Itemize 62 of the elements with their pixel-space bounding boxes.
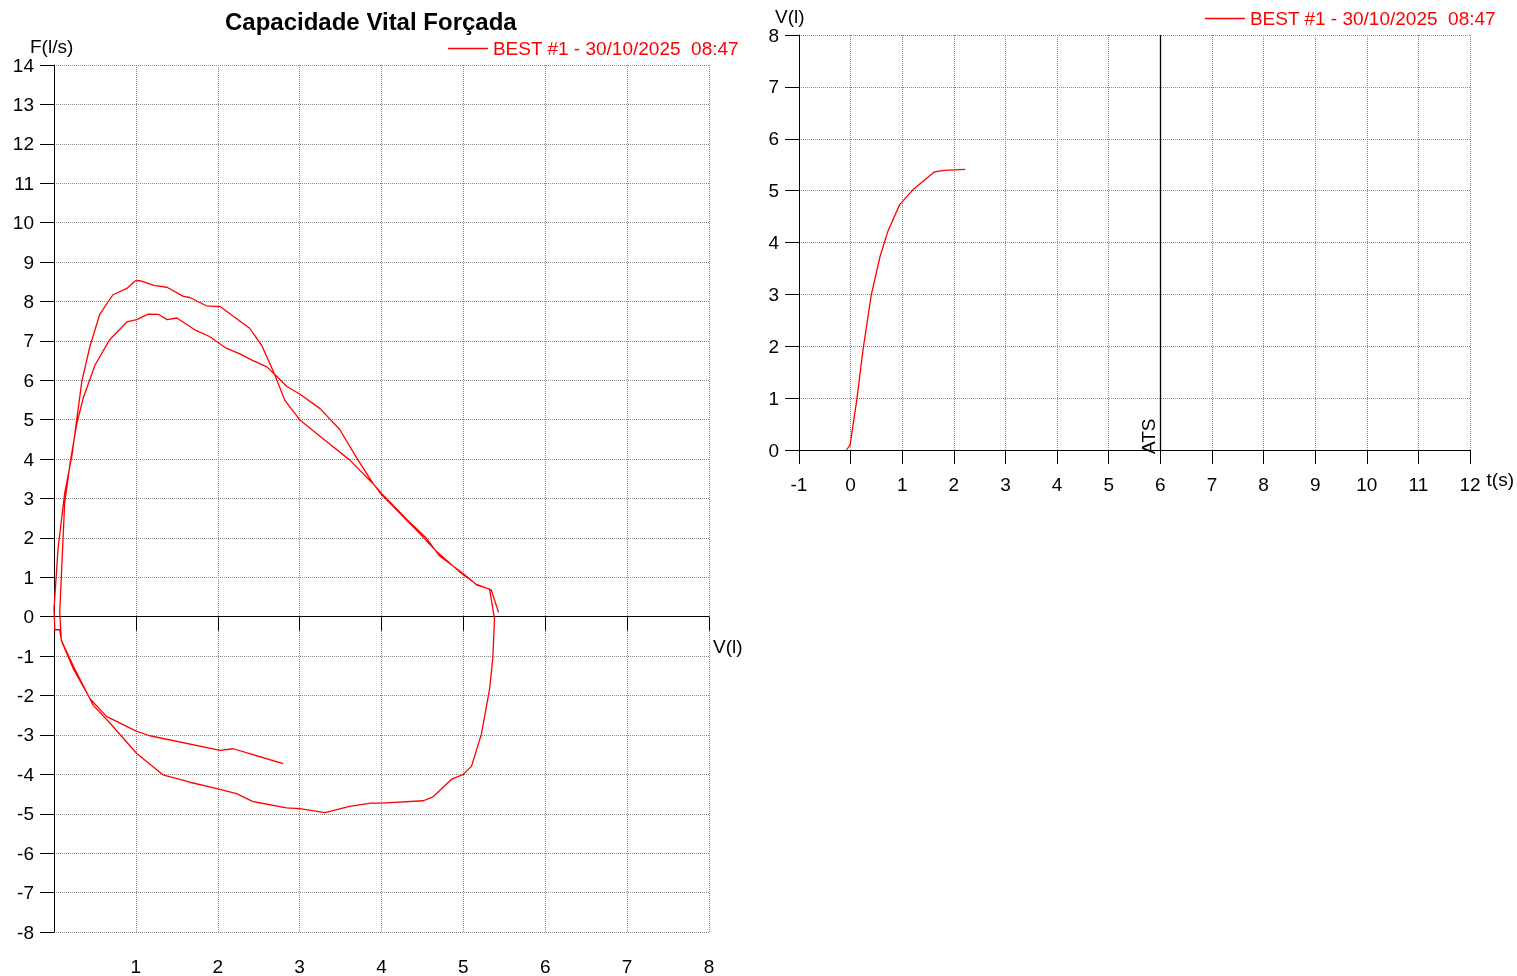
x-axis-title: V(l) [713, 635, 743, 657]
legend-label: BEST #1 - 30/10/2025 08:47 [492, 38, 739, 59]
y-tick-label: -2 [17, 685, 34, 707]
y-tick-label: 1 [768, 387, 779, 409]
legend-label: BEST #1 - 30/10/2025 08:47 [1249, 8, 1496, 29]
y-tick-label: 10 [12, 212, 34, 234]
y-tick-label: -1 [17, 645, 34, 667]
y-tick-label: 2 [23, 527, 34, 549]
y-tick-label: -6 [17, 842, 34, 864]
y-tick-label: 6 [768, 128, 779, 150]
x-tick-label: 5 [458, 956, 469, 976]
y-tick-label: 1 [23, 566, 34, 588]
y-tick-label: -4 [17, 763, 35, 785]
x-axis-title: t(s) [1486, 469, 1514, 490]
y-tick-label: 2 [768, 335, 779, 357]
x-tick-label: 9 [1309, 474, 1321, 495]
y-tick-label: 3 [23, 488, 34, 509]
y-tick-label: 14 [12, 54, 35, 76]
y-tick-label: 11 [14, 172, 34, 194]
x-tick-label: 5 [1103, 474, 1115, 495]
x-tick-label: 7 [1206, 474, 1218, 495]
y-tick-label: 3 [768, 283, 779, 305]
x-tick-label: 2 [948, 474, 960, 495]
y-tick-label: 5 [23, 409, 34, 431]
y-tick-label: 5 [768, 180, 779, 202]
y-tick-label: 7 [23, 330, 34, 352]
x-tick-label: 10 [1356, 474, 1378, 495]
y-tick-label: 6 [23, 369, 34, 391]
x-tick-label: 7 [621, 956, 633, 976]
y-tick-label: 0 [768, 439, 779, 461]
x-tick-label: 11 [1408, 474, 1429, 495]
x-tick-label: 3 [1000, 474, 1011, 495]
y-axis-title: V(l) [775, 5, 805, 27]
x-tick-label: 1 [896, 474, 908, 495]
x-tick-label: 4 [1051, 474, 1063, 495]
x-tick-label: 12 [1459, 474, 1481, 495]
ref-line-label: ATS [1138, 418, 1160, 454]
y-tick-label: -5 [17, 803, 34, 825]
x-tick-label: 6 [1155, 474, 1166, 495]
x-tick-label: 8 [703, 956, 715, 976]
y-tick-label: 7 [768, 76, 779, 98]
y-tick-label: 9 [23, 251, 34, 273]
y-tick-label: 8 [768, 24, 779, 46]
y-tick-label: 8 [23, 290, 34, 312]
x-tick-label: 3 [294, 956, 305, 976]
y-tick-label: 12 [12, 133, 34, 155]
y-axis-title: F(l/s) [30, 35, 74, 57]
y-tick-label: 0 [23, 606, 34, 628]
y-tick-label: 13 [12, 93, 34, 115]
x-tick-label: 1 [130, 956, 142, 976]
y-tick-label: -7 [17, 882, 34, 904]
y-tick-label: -3 [17, 724, 34, 746]
chart-title: Capacidade Vital Forçada [225, 7, 518, 35]
y-tick-label: -8 [17, 921, 34, 943]
x-tick-label: 4 [376, 956, 388, 976]
x-tick-label: 0 [845, 474, 856, 495]
y-tick-label: 4 [768, 232, 780, 253]
y-tick-label: 4 [23, 448, 35, 470]
x-tick-label: 8 [1258, 474, 1269, 495]
x-tick-label: -1 [790, 474, 808, 495]
x-tick-label: 6 [539, 956, 551, 976]
x-tick-label: 2 [212, 956, 224, 976]
